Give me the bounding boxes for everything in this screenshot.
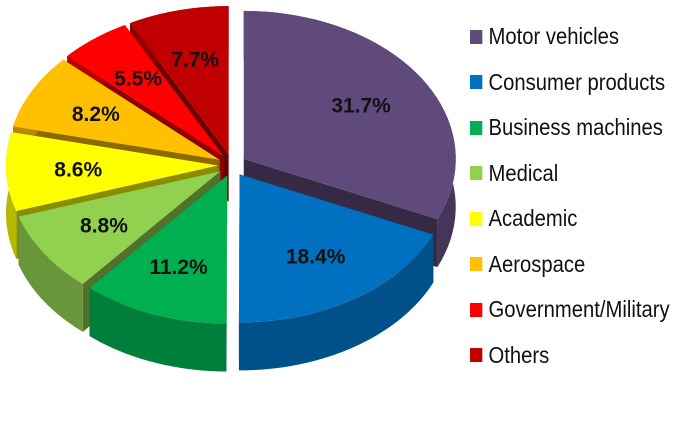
legend-swatch	[470, 75, 483, 90]
legend-item: Government/Military	[470, 287, 670, 333]
data-label: 11.2%	[149, 256, 208, 279]
legend-swatch	[470, 302, 483, 317]
legend-swatch	[470, 348, 483, 363]
legend: Motor vehicles Consumer products Business …	[470, 14, 696, 378]
legend-label: Business machines	[488, 114, 663, 141]
legend-item: Medical	[470, 151, 670, 197]
legend-swatch	[470, 211, 483, 226]
data-label: 18.4%	[286, 245, 346, 268]
data-label: 8.2%	[72, 103, 120, 126]
legend-item: Business machines	[470, 105, 670, 151]
data-label: 8.8%	[80, 214, 128, 237]
legend-label: Government/Military	[488, 296, 670, 323]
slice-side-wall	[226, 175, 228, 372]
slice-outer-wall	[238, 234, 434, 371]
legend-swatch	[470, 257, 483, 272]
legend-item: Academic	[470, 196, 670, 242]
legend-swatch	[470, 120, 483, 135]
slice-outer-wall	[89, 288, 227, 372]
legend-label: Consumer products	[488, 68, 666, 95]
data-label: 8.6%	[54, 159, 102, 182]
legend-swatch	[470, 29, 483, 44]
slice-aerospace	[13, 59, 220, 160]
data-label: 5.5%	[114, 68, 162, 91]
legend-label: Aerospace	[488, 250, 586, 277]
legend-label: Motor vehicles	[488, 23, 619, 50]
legend-label: Academic	[488, 205, 578, 232]
legend-item: Motor vehicles	[470, 14, 670, 60]
slice-outer-wall	[18, 216, 83, 332]
slice-others	[130, 6, 229, 155]
legend-label: Others	[488, 341, 550, 368]
legend-label: Medical	[488, 159, 559, 186]
legend-swatch	[470, 166, 483, 181]
slice-business-machines	[89, 175, 228, 324]
data-label: 31.7%	[331, 95, 391, 118]
slice-motor-vehicles	[243, 10, 456, 220]
slice-consumer-products	[238, 174, 434, 323]
slice-medical	[18, 171, 221, 284]
data-label: 7.7%	[171, 48, 219, 71]
legend-item: Aerospace	[470, 242, 670, 288]
legend-item: Others	[470, 333, 670, 379]
pie-chart: 31.7% 18.4% 11.2% 8.8% 8.6% 8.2% 5.5% 7.7%	[6, 6, 456, 372]
slice-academic	[6, 132, 219, 211]
slice-government-military	[67, 25, 224, 157]
legend-item: Consumer products	[470, 60, 670, 106]
